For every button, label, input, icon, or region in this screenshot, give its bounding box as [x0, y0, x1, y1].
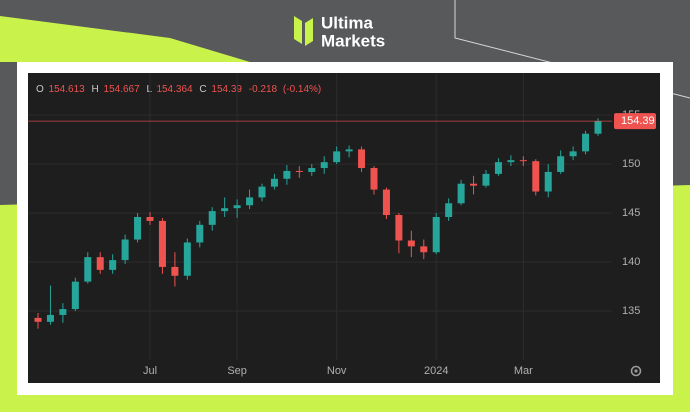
candle-body [295, 170, 303, 172]
chart-panel [28, 73, 660, 383]
last-price-label: 154.39 [621, 115, 655, 127]
candle-body [221, 208, 229, 212]
y-tick-label: 145 [622, 207, 640, 219]
settings-icon[interactable] [630, 365, 642, 377]
candle-body [46, 314, 54, 322]
candle-body [544, 171, 552, 192]
candle-body [482, 173, 490, 186]
candle-body [557, 156, 565, 172]
candle-body [308, 168, 316, 172]
header-value: 154.613 [49, 84, 86, 95]
candle-body [183, 242, 191, 276]
x-tick-label: 2024 [424, 365, 448, 377]
candle-body [345, 149, 353, 152]
header-change: -0.218 [249, 84, 278, 95]
header-change-percent: (-0.14%) [283, 84, 321, 95]
logo-icon [294, 16, 302, 44]
x-tick-label: Nov [327, 365, 347, 377]
candle-body [407, 240, 415, 247]
candle-body [233, 205, 241, 209]
candle-body [34, 317, 42, 322]
header-label: O [36, 84, 44, 95]
x-tick-label: Jul [143, 365, 157, 377]
ohlc-header: O 154.613 H 154.667 L 154.364 C 154.39 -… [36, 84, 321, 95]
candle-body [594, 121, 602, 134]
x-tick-label: Sep [227, 365, 247, 377]
brand-name: Markets [321, 31, 385, 50]
candle-body [395, 215, 403, 241]
x-tick-label: Mar [514, 365, 533, 377]
plot: 135140145150155JulSepNov2024Mar154.39 [28, 73, 656, 377]
candle-body [84, 257, 92, 282]
candle-body [494, 162, 502, 174]
candle-body [457, 183, 465, 204]
settings-icon-center [634, 369, 638, 373]
header-value: 154.39 [211, 84, 242, 95]
candle-body [196, 224, 204, 243]
candle-body [532, 161, 540, 192]
header-value: 154.364 [156, 84, 193, 95]
candle-body [208, 211, 216, 225]
header-label: L [146, 84, 152, 95]
candle-body [71, 281, 79, 310]
header-label: H [92, 84, 99, 95]
candle-body [270, 178, 278, 187]
last-price-box [614, 113, 656, 130]
y-tick-label: 150 [622, 158, 640, 170]
candle-body [171, 266, 179, 276]
candle-body [445, 203, 453, 217]
logo-icon [305, 18, 313, 46]
y-tick-label: 140 [622, 256, 640, 268]
candle-body [146, 216, 154, 221]
logo: Ultima Markets [294, 13, 385, 50]
candle-body [382, 189, 390, 216]
accent-shape [0, 16, 250, 62]
candle-body [370, 168, 378, 190]
candle-body [96, 257, 104, 270]
candle-body [582, 133, 590, 152]
candle-body [283, 170, 291, 179]
candle-body [432, 216, 440, 253]
candle-body [519, 160, 527, 162]
candle-body [246, 197, 254, 206]
candle-body [158, 220, 166, 267]
header-value: 154.667 [104, 84, 141, 95]
candle-body [569, 151, 577, 157]
candle-body [109, 260, 117, 270]
candle-body [121, 239, 129, 261]
settings-icon-ring [630, 365, 642, 377]
candle-body [420, 246, 428, 253]
candle-body [134, 216, 142, 240]
candle-body [507, 160, 515, 163]
candle-body [320, 162, 328, 169]
header-label: C [199, 84, 206, 95]
candle-body [59, 309, 67, 315]
candle-body [258, 186, 266, 198]
brand-name: Ultima [321, 13, 374, 32]
candle-body [358, 149, 366, 169]
candle-body [470, 183, 478, 186]
y-tick-label: 135 [622, 305, 640, 317]
candle-body [333, 151, 341, 163]
